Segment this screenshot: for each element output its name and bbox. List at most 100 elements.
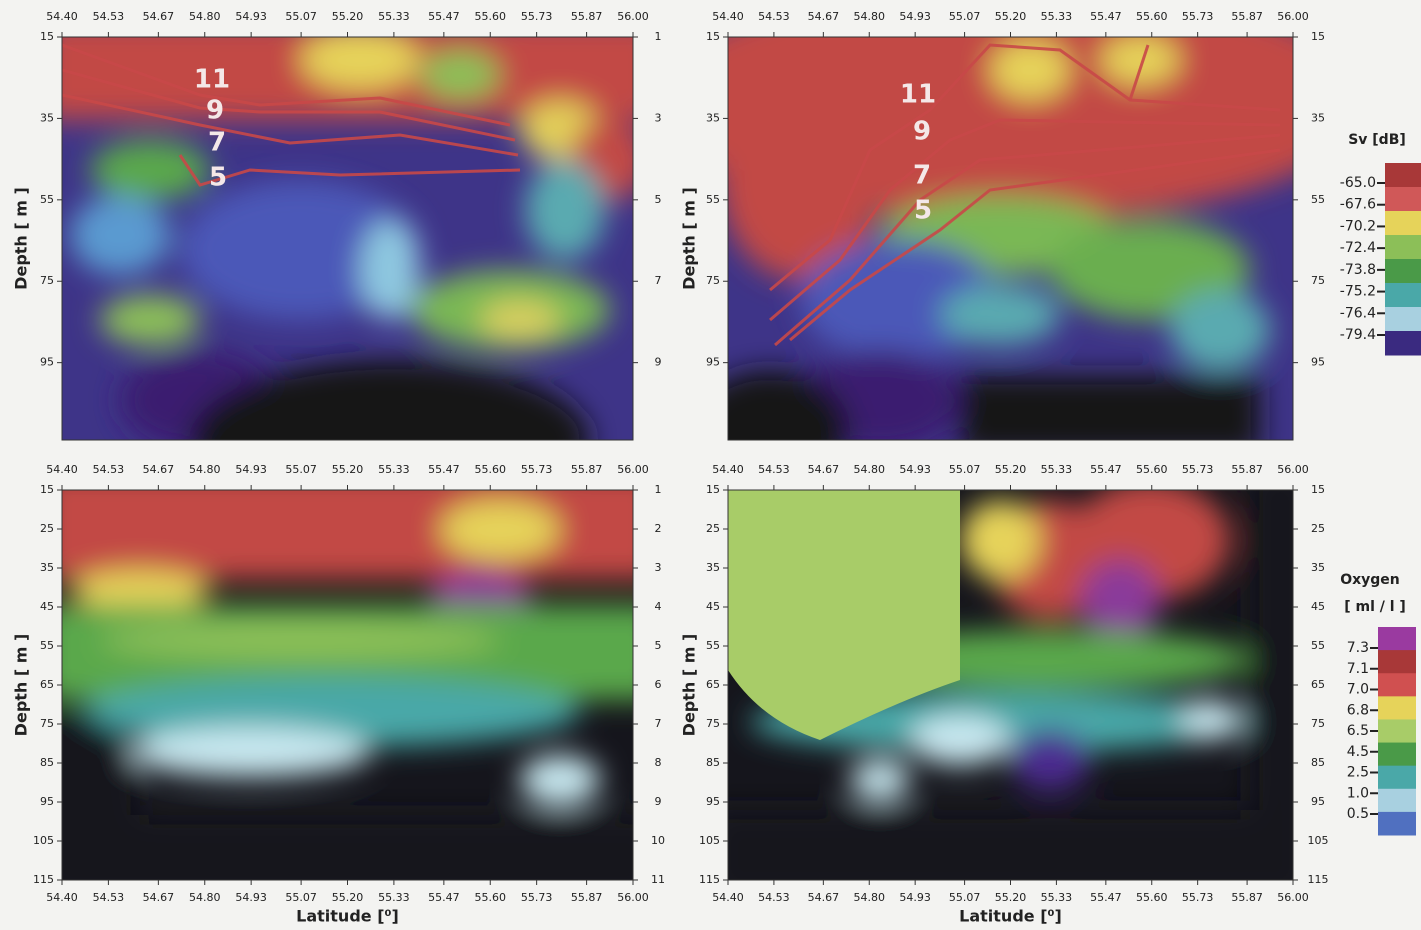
colorbar-label: 6.8 [1347,702,1369,718]
y2-tick-label: 75 [1311,274,1325,287]
x-tick-label: 56.00 [617,891,649,904]
y2-tick-label: 8 [655,756,662,769]
x-tick-label: 55.73 [521,891,553,904]
y-tick-label: 65 [706,678,720,691]
x-tick-label: 55.33 [1041,891,1073,904]
y-tick-label: 25 [40,522,54,535]
heatmap-field [710,470,1310,900]
colorbar-band [1385,163,1421,188]
x-tick-label: 54.80 [854,463,886,476]
y-tick-label: 55 [40,639,54,652]
x-tick-label: 56.00 [1277,463,1309,476]
x-tick-label: 54.53 [93,10,125,23]
y2-tick-label: 10 [651,834,665,847]
y-tick-label: 35 [40,561,54,574]
y2-tick-label: 3 [655,111,662,124]
x-tick-label: 54.67 [143,891,175,904]
y-tick-label: 95 [706,795,720,808]
y-tick-label: 15 [40,483,54,496]
colorbar-label: 7.0 [1347,682,1369,698]
y2-tick-label: 35 [1311,561,1325,574]
colorbar-label: 4.5 [1347,744,1369,760]
contour-label: 9 [913,117,931,147]
x-axis-label: Latitude [⁰] [959,907,1062,926]
heatmap-field [0,470,660,905]
x-tick-label: 55.47 [1090,10,1122,23]
x-tick-label: 55.07 [285,891,317,904]
x-tick-label: 56.00 [1277,10,1309,23]
x-tick-label: 55.47 [1090,891,1122,904]
colorbar-band [1378,650,1416,674]
x-tick-label: 54.80 [189,10,221,23]
x-tick-label: 54.53 [758,463,790,476]
contour-label: 5 [914,196,932,226]
y-tick-label: 105 [33,834,54,847]
y-axis-label: Depth [ m ] [680,634,699,737]
figure: 11 9 7 5 11 9 7 5 54.4054.5354.6754.8054… [0,0,1421,930]
colorbar-label: -76.4 [1340,305,1376,321]
x-tick-label: 55.33 [378,463,410,476]
y-tick-label: 115 [699,873,720,886]
y-tick-label: 75 [40,717,54,730]
y-axis-label: Depth [ m ] [12,187,31,290]
y2-tick-label: 75 [1311,717,1325,730]
x-tick-label: 55.07 [949,463,981,476]
x-tick-label: 55.20 [995,463,1027,476]
x-tick-label: 54.93 [899,463,931,476]
x-tick-label: 55.73 [1182,10,1214,23]
y-tick-label: 85 [706,756,720,769]
y-tick-label: 55 [706,193,720,206]
colorbar-label: 2.5 [1347,765,1369,781]
colorbar-label: -73.8 [1340,262,1376,278]
x-tick-label: 55.87 [1231,10,1263,23]
y2-tick-label: 5 [655,639,662,652]
x-tick-label: 55.33 [1041,10,1073,23]
x-tick-label: 56.00 [617,463,649,476]
colorbar-band [1378,696,1416,720]
x-tick-label: 54.93 [235,891,267,904]
y-tick-label: 75 [706,274,720,287]
y-tick-label: 65 [40,678,54,691]
x-tick-label: 54.93 [235,10,267,23]
x-tick-label: 54.40 [712,891,744,904]
y-tick-label: 105 [699,834,720,847]
colorbar-band [1385,259,1421,284]
x-tick-label: 55.33 [1041,463,1073,476]
x-tick-label: 54.67 [143,10,175,23]
x-tick-label: 54.53 [93,463,125,476]
contour-label: 5 [209,163,227,193]
x-tick-label: 55.60 [1136,10,1168,23]
colorbar-label: 1.0 [1347,785,1369,801]
x-tick-label: 54.80 [854,891,886,904]
y-axis-label: Depth [ m ] [680,187,699,290]
colorbar-label: -67.6 [1340,197,1376,213]
y2-tick-label: 95 [1311,356,1325,369]
contour-label: 7 [208,128,226,158]
y2-tick-label: 15 [1311,30,1325,43]
x-tick-label: 54.40 [46,463,78,476]
y-tick-label: 95 [706,356,720,369]
colorbar-band [1385,283,1421,308]
x-tick-label: 55.47 [428,463,460,476]
y2-tick-label: 55 [1311,639,1325,652]
y2-tick-label: 4 [655,600,662,613]
y-tick-label: 55 [40,193,54,206]
y2-tick-label: 9 [655,356,662,369]
x-tick-label: 54.93 [235,463,267,476]
x-tick-label: 55.60 [1136,891,1168,904]
y-tick-label: 15 [706,483,720,496]
y-tick-label: 45 [706,600,720,613]
x-tick-label: 55.20 [995,10,1027,23]
colorbar-title: Oxygen [1340,572,1400,588]
y2-tick-label: 1 [655,483,662,496]
y-tick-label: 75 [40,274,54,287]
x-tick-label: 54.93 [899,891,931,904]
x-tick-label: 54.67 [808,891,840,904]
x-tick-label: 54.53 [758,891,790,904]
y-tick-label: 25 [706,522,720,535]
heatmap-field [650,0,1370,490]
y-tick-label: 45 [40,600,54,613]
x-tick-label: 55.87 [571,891,603,904]
x-tick-label: 55.33 [378,10,410,23]
x-tick-label: 55.60 [475,463,507,476]
